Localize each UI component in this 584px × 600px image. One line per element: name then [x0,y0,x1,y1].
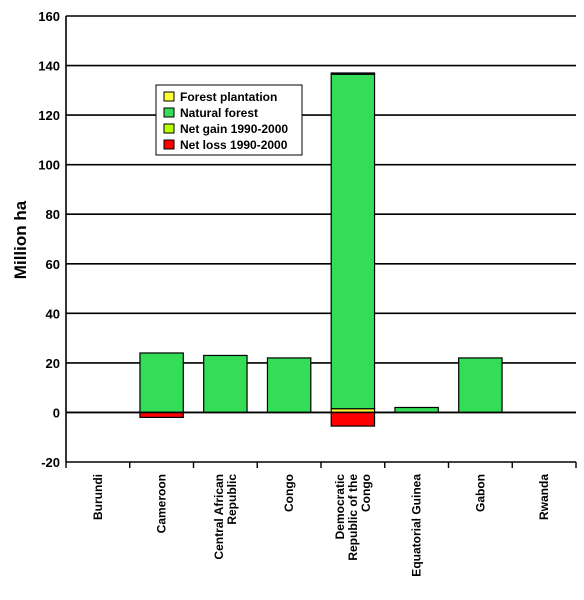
x-tick-label: Congo [359,474,373,512]
y-tick-label: 80 [46,207,60,222]
y-tick-label: 140 [38,59,60,74]
bar-segment [139,352,184,414]
y-tick-label: 0 [53,405,60,420]
y-tick-label: 20 [46,356,60,371]
x-tick-label: Congo [282,474,296,512]
legend-label: Natural forest [180,106,258,120]
legend-swatch [163,91,175,102]
y-tick-label: -20 [41,455,60,470]
legend-box [155,84,303,156]
bars [139,72,503,427]
y-tick-label: 100 [38,158,60,173]
legend: Forest plantation Natural forest Net gain … [155,84,303,156]
y-axis-label: Million ha [11,200,30,279]
legend-swatch [163,107,175,118]
x-tick-label: Central African [212,474,226,560]
legend-label: Net loss 1990-2000 [180,138,288,152]
bar-segment [330,72,376,75]
legend-swatch [163,139,175,150]
bar-segment [330,73,376,410]
x-tick-label: Rwanda [537,474,551,520]
x-tick-label: Democratic [333,474,347,540]
x-tick-label: Cameroon [155,474,169,533]
x-tick-label: Equatorial Guinea [410,474,424,577]
y-tick-label: 60 [46,257,60,272]
y-tick-label: 40 [46,306,60,321]
bar-segment [458,357,503,414]
legend-swatch [163,123,175,134]
legend-label: Forest plantation [180,90,277,104]
legend-label: Net gain 1990-2000 [180,122,288,136]
x-tick-label: Republic [225,474,239,525]
bar-segment [266,357,312,414]
bar-segment [330,411,376,427]
x-tick-label: Republic of the [346,474,360,561]
y-tick-label: 160 [38,9,60,24]
x-tick-labels: Burundi Cameroon Central African Republic Co… [91,474,551,577]
y-tick-label: 120 [38,108,60,123]
bar-segment [203,354,248,414]
x-tick-label: Burundi [91,474,105,520]
axes [65,16,577,468]
y-tick-labels: -20 0 20 40 60 80 100 120 140 160 [38,9,60,470]
x-tick-label: Gabon [473,474,487,512]
